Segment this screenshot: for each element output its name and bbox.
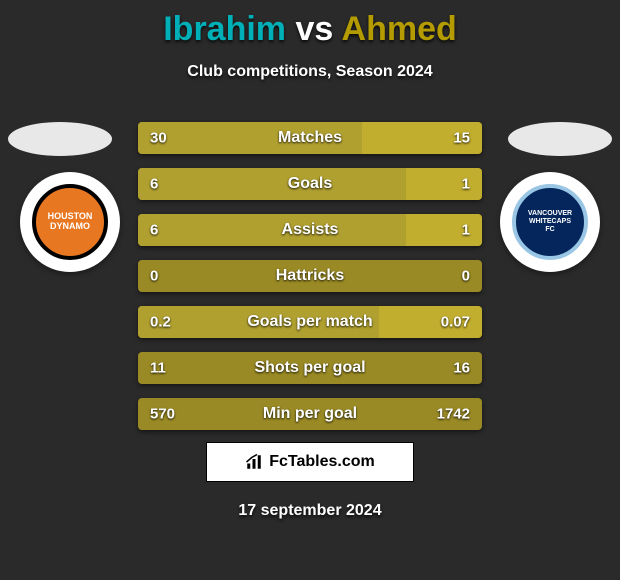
player2-head-ellipse	[508, 122, 612, 156]
stat-label: Min per goal	[138, 405, 482, 423]
team2-logo-inner: VANCOUVER WHITECAPS FC	[512, 184, 588, 260]
stat-row: 61Goals	[138, 168, 482, 200]
branding-text: FcTables.com	[269, 453, 375, 471]
stat-row: 0.20.07Goals per match	[138, 306, 482, 338]
team1-logo: HOUSTON DYNAMO	[20, 172, 120, 272]
team2-logo-label: VANCOUVER WHITECAPS FC	[528, 210, 572, 233]
stat-label: Matches	[138, 129, 482, 147]
vs-text: vs	[296, 10, 334, 48]
stat-label: Assists	[138, 221, 482, 239]
team1-logo-label: HOUSTON DYNAMO	[48, 212, 93, 232]
stat-label: Hattricks	[138, 267, 482, 285]
date-text: 17 september 2024	[0, 502, 620, 520]
stat-label: Goals per match	[138, 313, 482, 331]
player2-name: Ahmed	[342, 10, 457, 48]
player1-name: Ibrahim	[163, 10, 286, 48]
stat-row: 1116Shots per goal	[138, 352, 482, 384]
stat-row: 3015Matches	[138, 122, 482, 154]
subtitle: Club competitions, Season 2024	[0, 63, 620, 81]
player1-head-ellipse	[8, 122, 112, 156]
comparison-title: Ibrahim vs Ahmed	[0, 0, 620, 49]
stat-label: Shots per goal	[138, 359, 482, 377]
stat-row: 00Hattricks	[138, 260, 482, 292]
team1-logo-inner: HOUSTON DYNAMO	[32, 184, 108, 260]
stat-row: 5701742Min per goal	[138, 398, 482, 430]
branding-box: FcTables.com	[206, 442, 414, 482]
stat-label: Goals	[138, 175, 482, 193]
team2-logo: VANCOUVER WHITECAPS FC	[500, 172, 600, 272]
stat-row: 61Assists	[138, 214, 482, 246]
chart-icon	[245, 453, 263, 471]
stats-container: 3015Matches 61Goals 61Assists 00Hattricks 0.…	[138, 122, 482, 444]
